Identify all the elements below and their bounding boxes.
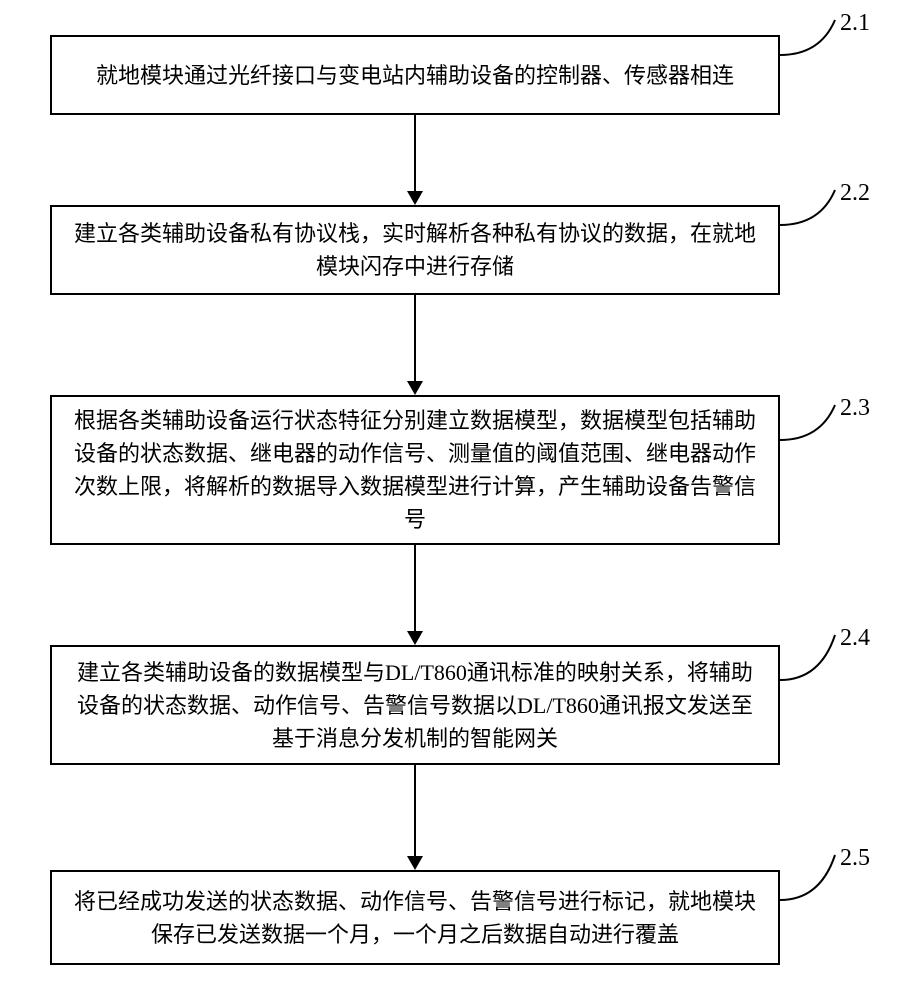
arrow-3 — [407, 545, 423, 645]
flowchart-box-2: 建立各类辅助设备私有协议栈，实时解析各种私有协议的数据，在就地模块闪存中进行存储 — [50, 205, 780, 295]
connector-1 — [780, 20, 850, 75]
connector-2 — [780, 190, 850, 245]
box-2-text: 建立各类辅助设备私有协议栈，实时解析各种私有协议的数据，在就地模块闪存中进行存储 — [72, 217, 758, 283]
box-5-text: 将已经成功发送的状态数据、动作信号、告警信号进行标记，就地模块保存已发送数据一个… — [72, 885, 758, 951]
box-3-text: 根据各类辅助设备运行状态特征分别建立数据模型，数据模型包括辅助设备的状态数据、继… — [72, 404, 758, 536]
arrow-2 — [407, 295, 423, 395]
flowchart-box-1: 就地模块通过光纤接口与变电站内辅助设备的控制器、传感器相连 — [50, 35, 780, 115]
connector-4 — [780, 635, 850, 700]
flowchart-box-3: 根据各类辅助设备运行状态特征分别建立数据模型，数据模型包括辅助设备的状态数据、继… — [50, 395, 780, 545]
connector-3 — [780, 405, 850, 460]
arrow-4 — [407, 765, 423, 870]
box-4-text: 建立各类辅助设备的数据模型与DL/T860通讯标准的映射关系，将辅助设备的状态数… — [72, 656, 758, 755]
flowchart-container: 就地模块通过光纤接口与变电站内辅助设备的控制器、传感器相连 2.1 建立各类辅助… — [0, 0, 905, 1000]
flowchart-box-5: 将已经成功发送的状态数据、动作信号、告警信号进行标记，就地模块保存已发送数据一个… — [50, 870, 780, 965]
flowchart-box-4: 建立各类辅助设备的数据模型与DL/T860通讯标准的映射关系，将辅助设备的状态数… — [50, 645, 780, 765]
box-1-text: 就地模块通过光纤接口与变电站内辅助设备的控制器、传感器相连 — [96, 59, 734, 92]
connector-5 — [780, 855, 850, 920]
arrow-1 — [407, 115, 423, 205]
